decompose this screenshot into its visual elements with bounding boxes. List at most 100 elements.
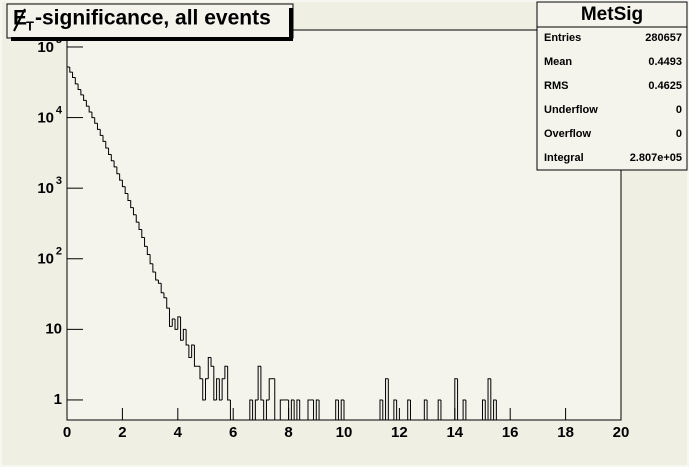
histogram-bin (193, 345, 198, 367)
histogram-bin (69, 67, 73, 73)
x-tick-label: 4 (174, 424, 183, 441)
histogram-bin (191, 344, 195, 358)
stat-value: 2.807e+05 (630, 152, 682, 164)
x-tick-label: 6 (229, 424, 237, 441)
histogram-bin (102, 135, 106, 142)
histogram-bin (407, 399, 411, 420)
histogram-bin (457, 378, 461, 421)
histogram-bin (132, 207, 137, 216)
stat-label: Integral (544, 152, 584, 164)
histogram-bin (127, 193, 131, 201)
histogram-bin (85, 100, 90, 107)
histogram-bin (177, 316, 181, 330)
y-tick-exponent: 4 (56, 104, 63, 116)
histogram-bin (171, 318, 176, 327)
stats-title: MetSig (581, 4, 643, 25)
histogram-bin (72, 72, 76, 78)
histogram-bin (307, 399, 311, 420)
histogram-bin (268, 378, 272, 400)
histogram-bin (141, 229, 145, 239)
histogram-bin (144, 237, 148, 247)
histogram-bin (385, 378, 389, 420)
histogram-bin (426, 399, 430, 421)
title-slash (13, 8, 26, 32)
histogram-bin (462, 399, 466, 420)
stat-label: RMS (544, 80, 568, 92)
histogram-bin (130, 200, 134, 209)
histogram-bin (119, 173, 123, 181)
histogram-bin (121, 180, 126, 188)
y-tick-label: 10 (37, 110, 54, 127)
title-text: -significance, all events (35, 7, 271, 30)
x-tick-label: 8 (284, 424, 292, 441)
histogram-bin (188, 345, 192, 358)
histogram-bin (224, 365, 228, 379)
histogram-bin (493, 399, 497, 420)
histogram-bin (221, 378, 225, 400)
histogram-bin (152, 263, 156, 273)
histogram-bin (482, 399, 486, 420)
x-tick-label: 20 (613, 424, 630, 441)
x-tick-label: 10 (336, 424, 353, 441)
histogram-bin (77, 83, 81, 90)
histogram-bin (124, 186, 128, 195)
histogram-bin (387, 378, 392, 421)
histogram-bin (180, 316, 184, 341)
histogram-bin (409, 399, 414, 421)
title-shadow (11, 37, 293, 41)
histogram-bin (74, 77, 79, 85)
histogram-bin (88, 106, 92, 113)
histogram-bin (265, 399, 270, 420)
histogram-bin (495, 399, 500, 421)
x-tick-label: 18 (557, 424, 574, 441)
histogram-bin (105, 141, 109, 149)
histogram-bin (379, 399, 383, 420)
histogram-bin (288, 399, 292, 421)
stats-frame (536, 1, 688, 171)
histogram-bin (423, 399, 428, 420)
stat-value: 0.4493 (648, 56, 682, 68)
histogram-bin (254, 399, 259, 420)
histogram-bin (210, 357, 214, 367)
x-tick-label: 12 (391, 424, 408, 441)
histogram-bin (487, 378, 491, 420)
stat-label: Underflow (544, 104, 598, 116)
stat-value: 0 (676, 128, 682, 140)
y-tick-label: 1 (54, 391, 62, 408)
histogram-bin (66, 66, 70, 420)
y-tick-label: 10 (37, 39, 54, 56)
histogram-bin (157, 280, 162, 284)
histogram-bin (454, 378, 458, 420)
histogram-bin (205, 378, 209, 400)
stat-value: 0.4625 (648, 80, 682, 92)
histogram-bin (335, 399, 339, 420)
y-tick-label: 10 (45, 320, 62, 337)
histogram-bin (174, 319, 178, 330)
y-tick-label: 10 (37, 251, 54, 268)
histogram-bin (185, 329, 189, 346)
frame (66, 29, 622, 421)
histogram-bin (337, 399, 342, 421)
stats-box: MetSig Entries 280657 Mean 0.4493 RMS 0.4625 U… (536, 1, 688, 171)
histogram-bin (80, 89, 84, 96)
y-tick-exponent: 3 (56, 175, 62, 187)
histogram-bin (138, 222, 142, 230)
histogram-bin (91, 111, 95, 119)
histogram-bin (465, 399, 469, 421)
histogram-bin (490, 378, 494, 421)
histogram-bin (437, 399, 441, 420)
histogram-bin (83, 94, 87, 101)
stat-label: Overflow (544, 128, 592, 140)
title-box: E T -significance, all events (6, 3, 294, 41)
histogram-bin (113, 160, 117, 168)
title-frame (6, 3, 294, 39)
histogram-bin (252, 399, 256, 421)
histogram-bin (166, 297, 170, 309)
histogram-bin (440, 399, 444, 421)
histogram-bin (182, 328, 187, 341)
histogram-bin (290, 399, 295, 420)
histogram-bin (163, 292, 167, 299)
histogram-bin (216, 378, 220, 400)
histogram-bin (116, 166, 120, 175)
